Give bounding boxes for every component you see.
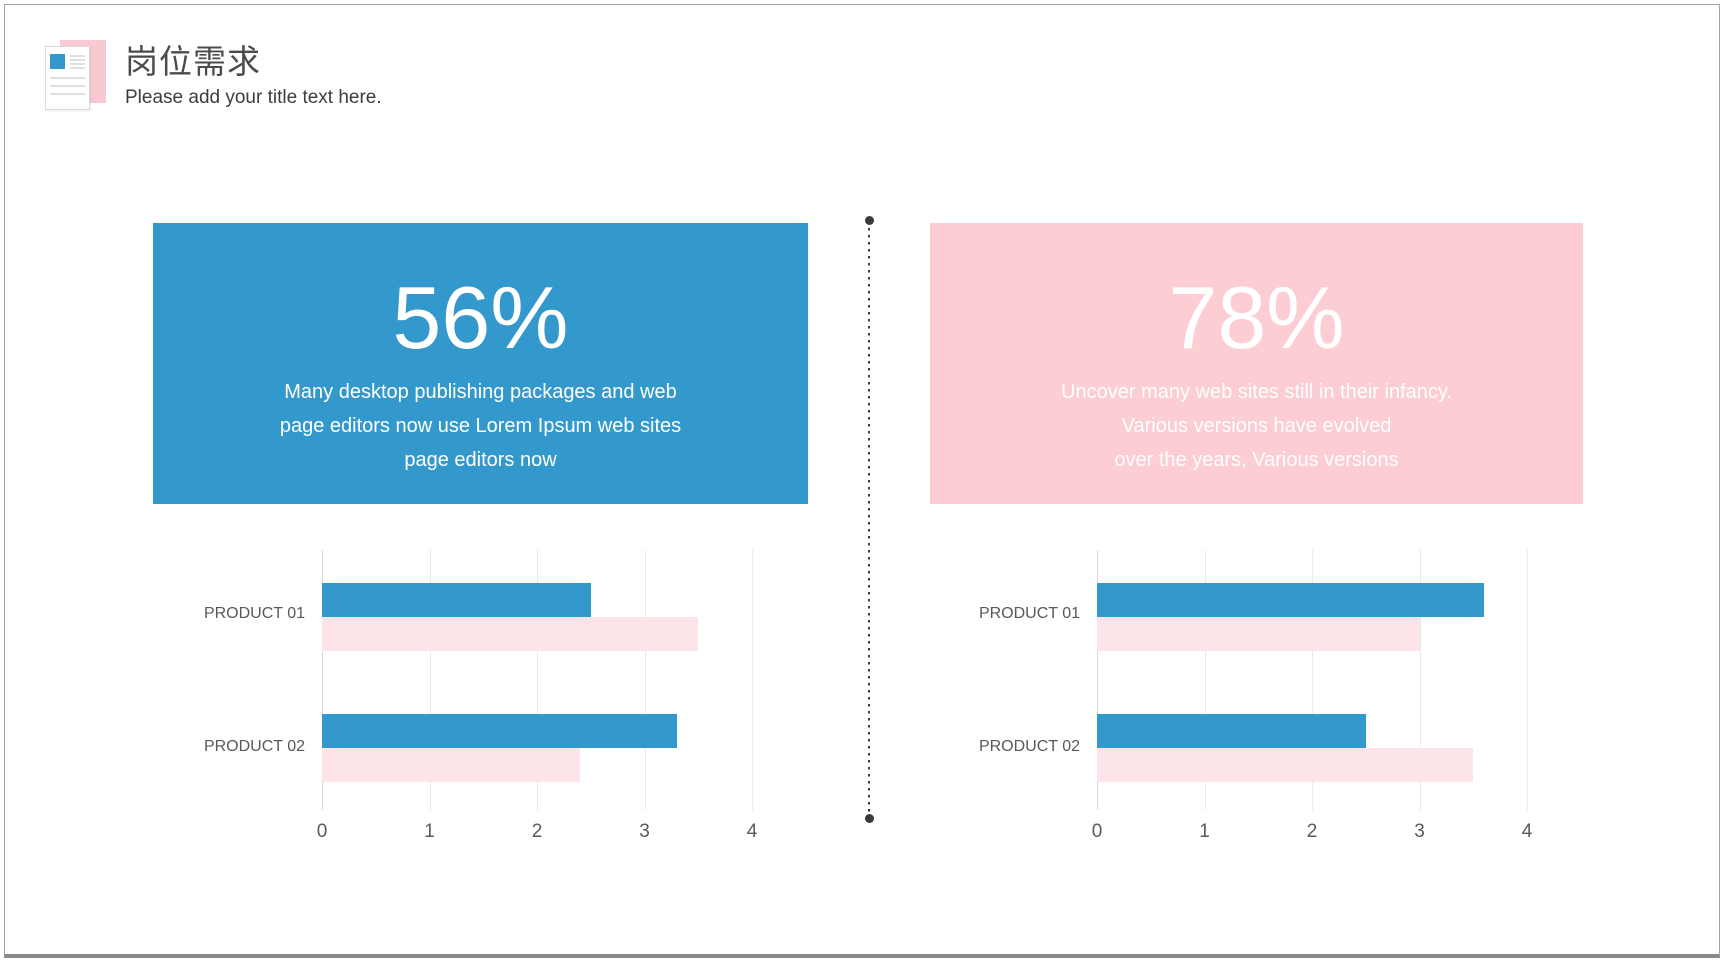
bar-product02-pink xyxy=(1097,748,1474,782)
gridline xyxy=(429,550,431,810)
document-icon-front-page xyxy=(45,46,90,110)
document-icon-text-line xyxy=(50,85,85,87)
gridline xyxy=(752,550,753,810)
gridline xyxy=(644,550,646,810)
document-icon-text-line xyxy=(50,77,85,79)
document-icon-blue-square xyxy=(50,54,65,69)
stat-description: Uncover many web sites still in their in… xyxy=(930,375,1583,477)
bar-product01-blue xyxy=(1097,583,1484,617)
stat-description-line: Uncover many web sites still in their in… xyxy=(1061,381,1452,403)
gridline xyxy=(1312,550,1313,810)
gridline xyxy=(537,550,538,810)
stat-description-line: Many desktop publishing packages and web xyxy=(284,381,677,403)
gridline xyxy=(1419,550,1421,810)
stat-description-line: page editors now xyxy=(404,449,557,471)
document-icon-text-line xyxy=(70,67,85,69)
stat-description-line: over the years, Various versions xyxy=(1114,449,1399,471)
stat-panel-blue: 56% Many desktop publishing packages and… xyxy=(153,223,808,504)
bar-product02-blue xyxy=(322,714,677,748)
x-tick: 4 xyxy=(746,821,758,842)
document-icon-text-line xyxy=(70,55,85,57)
page-title: 岗位需求 xyxy=(125,43,261,80)
divider-end-dot xyxy=(864,216,874,225)
document-icon-text-line xyxy=(70,59,85,61)
bar-chart-left: PRODUCT 01 PRODUCT 02 0 1 2 3 4 xyxy=(204,550,757,842)
x-tick: 4 xyxy=(1521,821,1533,842)
gridline xyxy=(1527,550,1528,810)
stat-description: Many desktop publishing packages and web… xyxy=(153,375,808,477)
category-label: PRODUCT 01 xyxy=(203,605,305,622)
bar-product01-blue xyxy=(322,583,591,617)
bar-product02-pink xyxy=(322,748,580,782)
bar-product02-blue xyxy=(1097,714,1366,748)
x-tick: 1 xyxy=(424,821,435,842)
x-tick: 0 xyxy=(316,821,328,842)
stat-description-line: Various versions have evolved xyxy=(1121,415,1392,437)
document-icon-text-line xyxy=(70,63,85,65)
x-tick: 3 xyxy=(639,821,650,842)
document-icon xyxy=(45,39,109,113)
x-tick: 3 xyxy=(1414,821,1425,842)
category-label: PRODUCT 02 xyxy=(203,738,305,755)
stat-value-78: 78% xyxy=(1168,268,1345,367)
bar-product01-pink xyxy=(1097,617,1420,651)
gridline xyxy=(1204,550,1206,810)
category-label: PRODUCT 02 xyxy=(978,738,1080,755)
stat-description-line: page editors now use Lorem Ipsum web sit… xyxy=(279,415,682,437)
gridline xyxy=(322,550,323,810)
divider-end-dot xyxy=(864,814,874,823)
gridline xyxy=(1097,550,1098,810)
bar-product01-pink xyxy=(322,617,699,651)
x-tick: 2 xyxy=(1306,821,1318,842)
x-tick: 0 xyxy=(1091,821,1103,842)
stat-value-56: 56% xyxy=(392,268,569,367)
page-subtitle: Please add your title text here. xyxy=(125,87,382,108)
stat-panel-pink: 78% Uncover many web sites still in thei… xyxy=(930,223,1583,504)
bar-chart-right: PRODUCT 01 PRODUCT 02 0 1 2 3 4 xyxy=(979,550,1532,842)
category-label: PRODUCT 01 xyxy=(978,605,1080,622)
header: 岗位需求 Please add your title text here. xyxy=(125,43,382,109)
divider-dashes xyxy=(867,221,871,818)
document-icon-text-line xyxy=(50,93,85,95)
dotted-divider-line xyxy=(864,216,874,823)
x-tick: 1 xyxy=(1199,821,1210,842)
slide: 岗位需求 Please add your title text here. 56… xyxy=(4,4,1720,958)
x-tick: 2 xyxy=(531,821,543,842)
